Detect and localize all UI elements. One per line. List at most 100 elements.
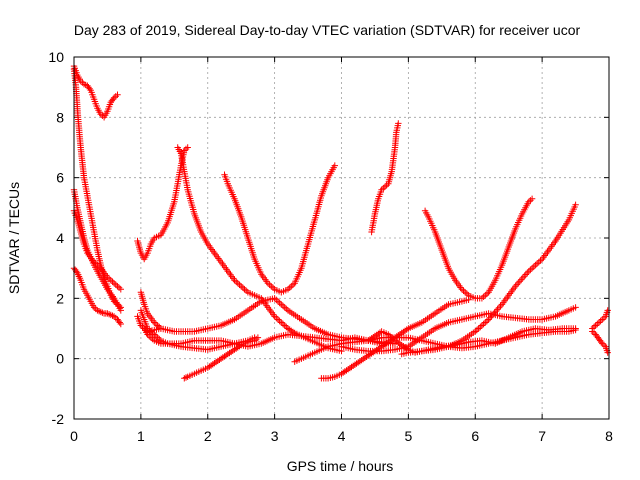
data-point xyxy=(209,361,216,368)
data-point xyxy=(532,261,539,269)
data-point xyxy=(521,273,528,280)
data-point xyxy=(537,257,544,264)
data-point xyxy=(216,356,223,363)
data-point xyxy=(279,302,287,310)
x-axis-label: GPS time / hours xyxy=(287,458,394,474)
series-track-20 xyxy=(589,307,611,332)
data-point xyxy=(462,289,469,296)
data-point xyxy=(483,290,491,297)
data-point xyxy=(530,263,537,270)
x-tick-label: 6 xyxy=(471,428,479,444)
data-point xyxy=(483,317,491,325)
data-point xyxy=(154,322,161,329)
data-point xyxy=(331,162,338,169)
data-point xyxy=(234,280,241,287)
data-point xyxy=(524,269,531,277)
data-point xyxy=(281,304,288,311)
data-point xyxy=(516,278,523,285)
data-point xyxy=(97,308,104,316)
data-point xyxy=(515,279,522,287)
data-point xyxy=(518,276,525,283)
series-track-7 xyxy=(174,144,345,355)
x-tick-label: 1 xyxy=(137,428,145,444)
data-point xyxy=(482,292,489,299)
data-point xyxy=(370,349,377,356)
data-point xyxy=(485,316,492,323)
data-point xyxy=(251,337,258,344)
data-point xyxy=(527,197,534,204)
y-tick-label: 8 xyxy=(56,109,64,125)
data-point xyxy=(283,305,290,313)
data-point xyxy=(268,283,275,290)
data-point xyxy=(370,334,377,341)
data-point xyxy=(495,304,503,311)
data-point xyxy=(110,280,118,287)
axis-ticks: 0 1 2 3 4 5 6 7 8 -2 0 2 4 6 8 10 xyxy=(48,49,613,444)
data-point xyxy=(358,357,365,364)
y-tick-label: 0 xyxy=(56,351,64,367)
data-point xyxy=(381,341,389,348)
data-point xyxy=(254,334,262,341)
data-point xyxy=(80,81,88,88)
data-point xyxy=(604,307,611,314)
data-point xyxy=(475,325,482,332)
data-point xyxy=(286,284,293,291)
data-point xyxy=(400,328,407,336)
data-point xyxy=(497,302,504,310)
data-point xyxy=(519,274,526,282)
data-point xyxy=(90,304,98,311)
series-track-12 xyxy=(181,334,262,382)
data-point xyxy=(460,287,467,294)
data-point xyxy=(535,258,542,266)
data-point xyxy=(281,322,288,329)
data-point xyxy=(590,323,598,331)
data-point xyxy=(97,111,104,118)
data-point xyxy=(112,93,119,100)
y-tick-label: 4 xyxy=(56,230,64,246)
x-tick-label: 5 xyxy=(404,428,412,444)
x-tick-label: 2 xyxy=(204,428,212,444)
data-point xyxy=(152,332,160,340)
data-point xyxy=(112,281,119,288)
data-point xyxy=(107,277,114,284)
data-point xyxy=(241,286,248,293)
data-point xyxy=(478,322,486,329)
series-track-5 xyxy=(70,265,124,328)
data-point xyxy=(274,316,282,323)
data-point xyxy=(152,320,160,328)
data-point xyxy=(395,120,402,127)
plot-frame xyxy=(73,56,610,420)
data-point xyxy=(233,345,240,352)
data-point xyxy=(598,338,605,346)
data-point xyxy=(477,323,484,331)
data-point xyxy=(376,344,384,351)
data-point xyxy=(154,334,161,341)
grid xyxy=(74,57,609,419)
data-point xyxy=(595,319,603,326)
series-track-16 xyxy=(421,195,536,302)
data-point xyxy=(525,198,532,205)
y-tick-label: 6 xyxy=(56,170,64,186)
data-point xyxy=(592,322,599,329)
x-tick-label: 8 xyxy=(605,428,613,444)
data-point xyxy=(107,311,114,319)
data-point xyxy=(116,319,123,326)
data-point xyxy=(393,338,400,345)
data-point xyxy=(238,283,245,290)
x-tick-label: 4 xyxy=(338,428,346,444)
data-point xyxy=(117,286,124,293)
data-series xyxy=(70,62,611,382)
data-point xyxy=(278,301,285,308)
data-point xyxy=(184,144,191,151)
data-point xyxy=(228,348,235,356)
y-tick-label: 10 xyxy=(48,49,64,65)
data-point xyxy=(590,329,598,337)
data-point xyxy=(482,319,489,326)
data-point xyxy=(114,283,121,290)
data-point xyxy=(236,281,243,288)
series-track-8 xyxy=(221,162,338,296)
data-point xyxy=(599,316,606,323)
series-track-4 xyxy=(70,207,124,293)
data-point xyxy=(594,320,601,328)
y-axis-label: SDTVAR / TECUs xyxy=(6,182,22,294)
